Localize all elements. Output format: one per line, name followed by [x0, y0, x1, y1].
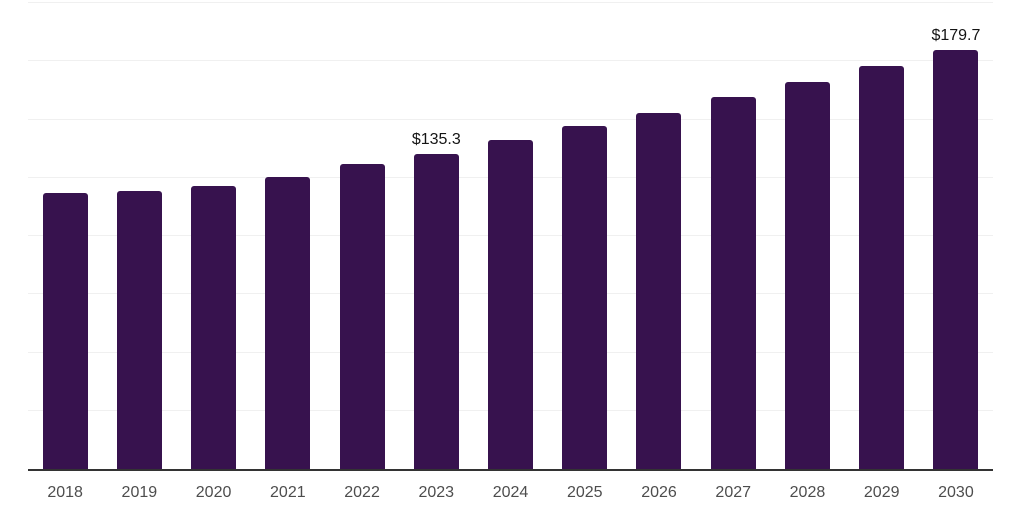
x-axis-label-2023: 2023 [418, 484, 455, 501]
bar-slot: $179.7 [919, 3, 993, 469]
bar-2029 [859, 65, 905, 469]
bar-slot [473, 3, 547, 469]
x-axis-label-2022: 2022 [344, 484, 380, 501]
bar-slot [325, 3, 399, 469]
bar-slot [102, 3, 176, 469]
bar-slot [622, 3, 696, 469]
bar-2018 [42, 193, 88, 469]
x-axis-label-2030: 2030 [938, 484, 974, 501]
bar-slot [548, 3, 622, 469]
bar-slot [770, 3, 844, 469]
bar-2020 [191, 186, 237, 469]
bar-2026 [636, 112, 682, 469]
bars-container: $135.3 $179.7 [28, 3, 993, 469]
bar-value-label: $179.7 [931, 27, 981, 45]
bar-slot [845, 3, 919, 469]
bar-value-label: $135.3 [411, 130, 461, 148]
x-axis-label-2028: 2028 [789, 484, 826, 501]
bar-slot [176, 3, 250, 469]
bar-2030 [933, 50, 979, 469]
bar-2025 [562, 126, 608, 469]
x-axis-label-2026: 2026 [641, 484, 677, 501]
x-axis: 2018 2019 2020 2021 2022 2023 2024 2025 2026 2027… [28, 471, 993, 502]
x-axis-label-2018: 2018 [47, 484, 83, 501]
x-axis-label-2029: 2029 [863, 484, 900, 501]
x-axis-label-2020: 2020 [195, 484, 232, 501]
bar-2023 [413, 153, 459, 469]
bar-2022 [339, 164, 385, 469]
bar-2027 [710, 97, 756, 469]
bar-2024 [488, 139, 534, 469]
bar-slot: $135.3 [399, 3, 473, 469]
x-axis-label-2027: 2027 [715, 484, 752, 501]
bar-slot [696, 3, 770, 469]
bar-2028 [784, 82, 830, 469]
x-axis-label-2019: 2019 [121, 484, 158, 501]
plot-area: $135.3 $179.7 [28, 2, 993, 471]
x-axis-label-2024: 2024 [492, 484, 529, 501]
bar-2019 [116, 191, 162, 469]
x-axis-label-2025: 2025 [566, 484, 603, 501]
bar-slot [28, 3, 102, 469]
bar-slot [251, 3, 325, 469]
x-axis-label-2021: 2021 [270, 484, 306, 501]
bar-2021 [265, 176, 311, 469]
